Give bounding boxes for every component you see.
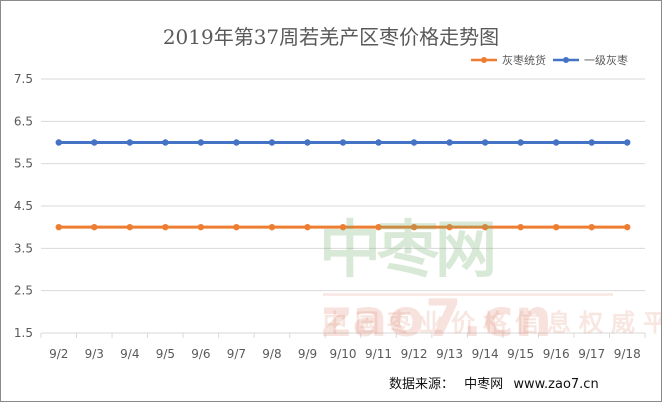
legend-swatch-marker bbox=[481, 57, 487, 63]
x-tick-label: 9/6 bbox=[191, 347, 210, 361]
legend-label: 灰枣统货 bbox=[502, 53, 546, 67]
data-point bbox=[552, 139, 560, 146]
x-tick-label: 9/12 bbox=[401, 347, 428, 361]
y-tick-label: 1.5 bbox=[14, 326, 33, 340]
data-point bbox=[268, 223, 276, 231]
legend: 灰枣统货 一级灰枣 bbox=[471, 53, 628, 67]
x-tick-label: 9/7 bbox=[227, 347, 246, 361]
data-point bbox=[126, 223, 134, 231]
data-point bbox=[268, 139, 276, 146]
x-tick-label: 9/2 bbox=[49, 347, 68, 361]
data-point bbox=[339, 223, 347, 231]
series-layer bbox=[55, 139, 631, 231]
data-point bbox=[304, 139, 311, 146]
source-url: www.zao7.cn bbox=[513, 377, 599, 392]
x-tick-label: 9/17 bbox=[578, 347, 605, 361]
data-point bbox=[588, 223, 595, 231]
data-point bbox=[91, 223, 98, 231]
y-tick-label: 3.5 bbox=[14, 241, 33, 255]
x-tick-label: 9/14 bbox=[472, 347, 499, 361]
x-tick-label: 9/3 bbox=[85, 347, 104, 361]
data-point bbox=[375, 139, 382, 146]
data-point bbox=[55, 223, 62, 231]
y-tick-label: 6.5 bbox=[14, 114, 33, 128]
legend-label: 一级灰枣 bbox=[584, 53, 628, 67]
x-tick-label: 9/5 bbox=[156, 347, 175, 361]
data-point bbox=[375, 223, 382, 231]
data-point bbox=[233, 223, 240, 231]
y-tick-label: 7.5 bbox=[14, 72, 33, 86]
y-tick-label: 2.5 bbox=[14, 284, 33, 298]
data-point bbox=[446, 139, 453, 146]
data-point bbox=[517, 139, 524, 146]
y-tick-label: 4.5 bbox=[14, 199, 33, 213]
source-name: 中枣网 bbox=[464, 377, 504, 392]
data-point bbox=[162, 223, 169, 231]
x-tick-label: 9/16 bbox=[543, 347, 570, 361]
x-tick-label: 9/9 bbox=[298, 347, 317, 361]
data-point bbox=[91, 139, 98, 146]
data-point bbox=[624, 223, 631, 231]
data-point bbox=[304, 223, 311, 231]
x-tick-label: 9/10 bbox=[330, 347, 357, 361]
data-point bbox=[517, 223, 524, 231]
data-point bbox=[339, 139, 347, 146]
data-point bbox=[624, 139, 631, 146]
x-tick-label: 9/15 bbox=[507, 347, 534, 361]
x-tick-label: 9/8 bbox=[262, 347, 281, 361]
x-tick-label: 9/18 bbox=[614, 347, 641, 361]
data-point bbox=[126, 139, 134, 146]
data-point bbox=[446, 223, 453, 231]
data-point bbox=[197, 223, 205, 231]
data-point bbox=[552, 223, 560, 231]
source-label: 数据来源： bbox=[389, 377, 455, 392]
data-point bbox=[410, 139, 418, 146]
data-point bbox=[410, 223, 418, 231]
data-point bbox=[55, 139, 62, 146]
data-point bbox=[162, 139, 169, 146]
data-source-note: 数据来源： 中枣网 www.zao7.cn bbox=[389, 373, 605, 392]
data-point bbox=[233, 139, 240, 146]
x-tick-label: 9/4 bbox=[120, 347, 139, 361]
data-point bbox=[197, 139, 205, 146]
data-point bbox=[481, 139, 489, 146]
x-tick-label: 9/11 bbox=[365, 347, 392, 361]
legend-swatch-marker bbox=[563, 57, 569, 63]
grid-layer bbox=[41, 78, 645, 334]
data-point bbox=[588, 139, 595, 146]
data-point bbox=[481, 223, 489, 231]
x-tick-label: 9/13 bbox=[436, 347, 463, 361]
axis-layer: 1.5 2.5 3.5 4.5 5.5 6.5 7.5 9/2 9/3 9/4 9/5 9/6 9/7 9… bbox=[14, 72, 646, 361]
chart-title: 2019年第37周若羌产区枣价格走势图 bbox=[162, 25, 500, 49]
y-tick-label: 5.5 bbox=[14, 157, 33, 171]
